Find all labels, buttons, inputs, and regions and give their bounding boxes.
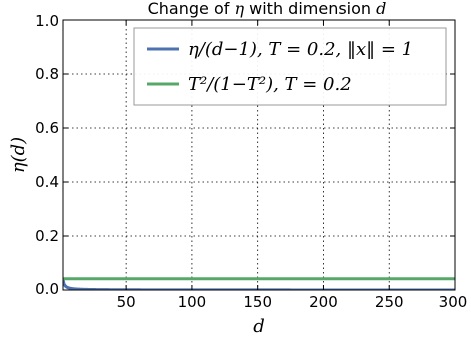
legend-label-t: T²/(1−T²), T = 0.2 — [188, 74, 352, 95]
chart-title: Change of η with dimension d — [148, 0, 387, 18]
legend: η/(d−1), T = 0.2, ‖x‖ = 1 T²/(1−T²), T =… — [133, 27, 447, 106]
y-tick-label: 0.0 — [35, 280, 59, 298]
x-tick-label: 150 — [243, 293, 272, 311]
y-axis-label: η(d) — [8, 137, 29, 173]
x-tick-label: 300 — [439, 293, 468, 311]
y-tick-label: 0.4 — [35, 173, 59, 191]
ticks: 50 100 150 200 250 300 0.0 0.2 0.4 0.6 0.8 1.0 — [35, 12, 467, 311]
y-tick-label: 0.2 — [35, 227, 59, 245]
y-tick-label: 1.0 — [35, 12, 59, 30]
plot-frame — [62, 19, 456, 291]
x-tick-label: 250 — [375, 293, 404, 311]
x-tick-label: 50 — [117, 293, 136, 311]
series-layer — [63, 277, 455, 290]
series-line-eta — [63, 277, 455, 290]
legend-label-eta: η/(d−1), T = 0.2, ‖x‖ = 1 — [188, 39, 413, 60]
y-tick-label: 0.8 — [35, 65, 59, 83]
x-tick-label: 200 — [309, 293, 338, 311]
x-axis-label: d — [253, 316, 265, 337]
y-tick-label: 0.6 — [35, 119, 59, 137]
x-tick-label: 100 — [178, 293, 207, 311]
legend-box — [133, 27, 447, 106]
